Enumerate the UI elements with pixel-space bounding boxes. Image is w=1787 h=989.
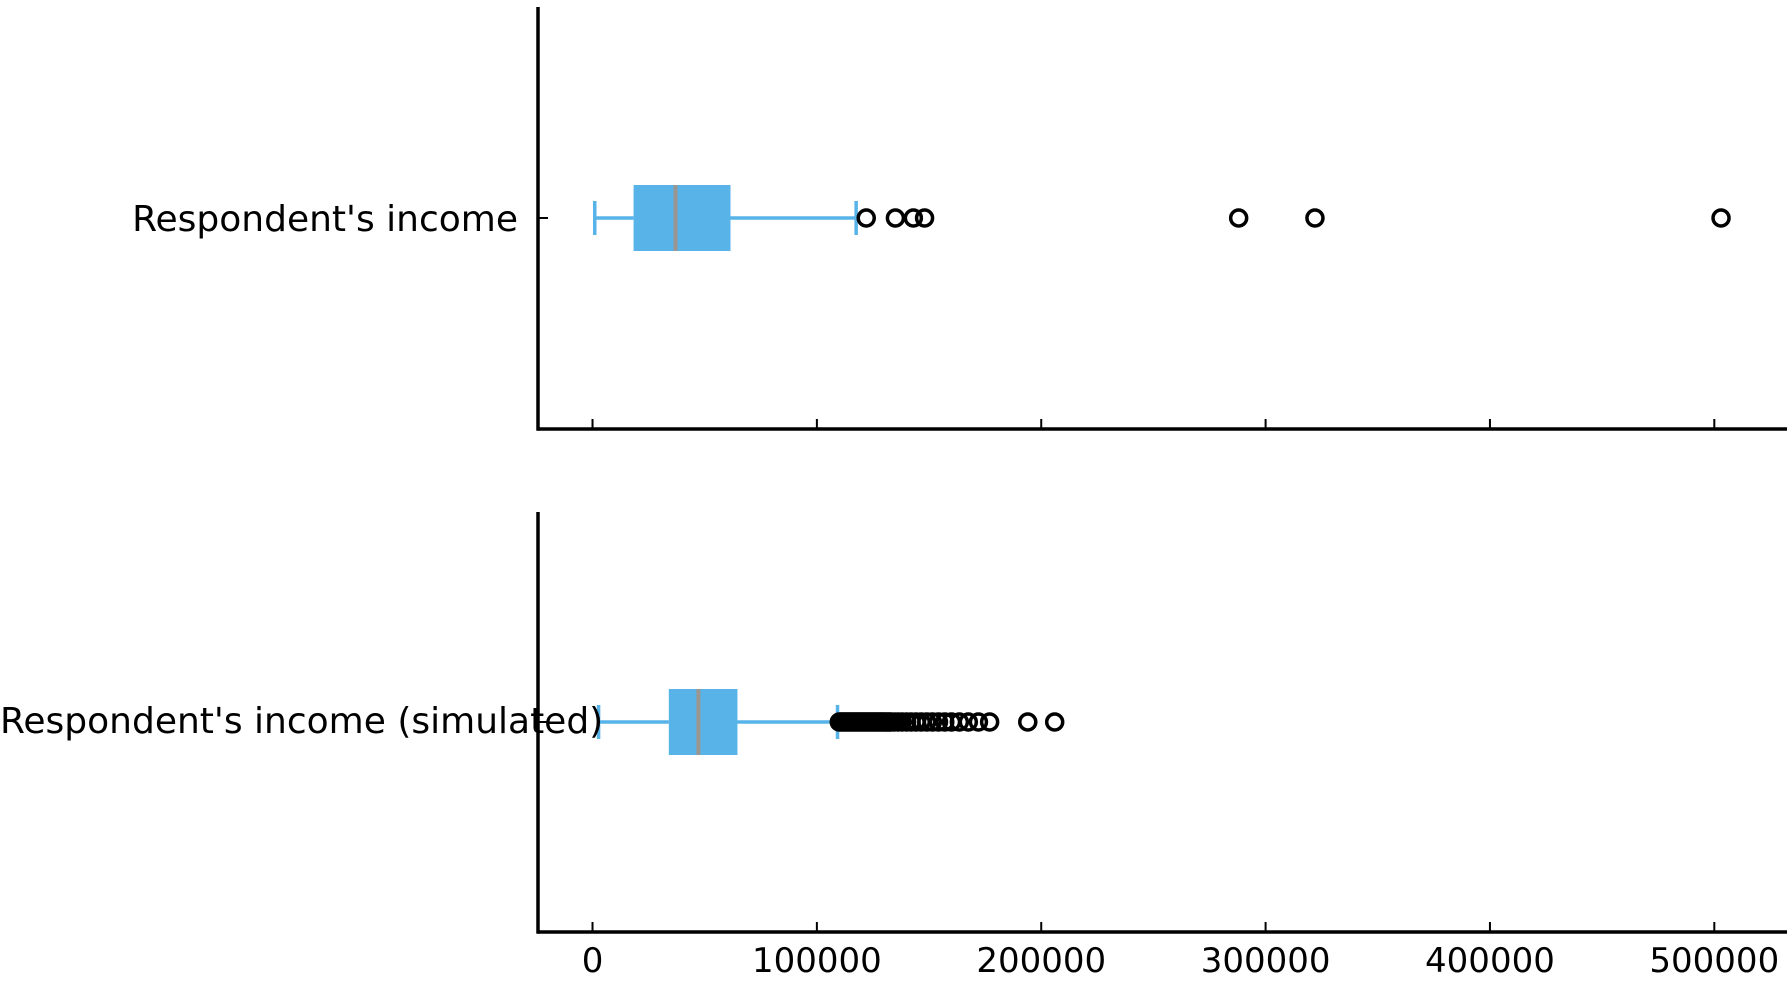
outlier-point xyxy=(922,712,943,732)
outlier-point xyxy=(968,712,989,732)
y-axis-label-income-simulated: Respondent's income (simulated) xyxy=(0,701,604,742)
x-tick-label: 400000 xyxy=(1425,941,1555,981)
outlier-point xyxy=(1044,712,1065,732)
x-tick-label: 300000 xyxy=(1201,941,1331,981)
iqr-box xyxy=(668,689,738,755)
outlier-point xyxy=(1305,208,1325,228)
outlier-point xyxy=(979,712,1000,732)
outlier-point xyxy=(949,712,970,732)
iqr-box xyxy=(633,185,731,251)
outlier-point xyxy=(917,712,937,732)
outlier-point xyxy=(903,208,924,228)
outlier-point xyxy=(1018,712,1038,732)
outlier-point xyxy=(928,712,949,732)
x-tick-label: 0 xyxy=(582,941,604,981)
outlier-point xyxy=(1228,208,1249,228)
x-tick-label: 500000 xyxy=(1649,941,1779,981)
x-tick-label: 200000 xyxy=(976,941,1106,981)
outlier-point xyxy=(856,208,876,228)
outlier-point xyxy=(885,208,906,228)
y-axis-label-income: Respondent's income xyxy=(132,199,518,240)
outlier-point xyxy=(914,208,935,228)
x-tick-label: 100000 xyxy=(752,941,882,981)
outlier-point xyxy=(958,712,979,732)
outlier-point xyxy=(1711,208,1731,228)
